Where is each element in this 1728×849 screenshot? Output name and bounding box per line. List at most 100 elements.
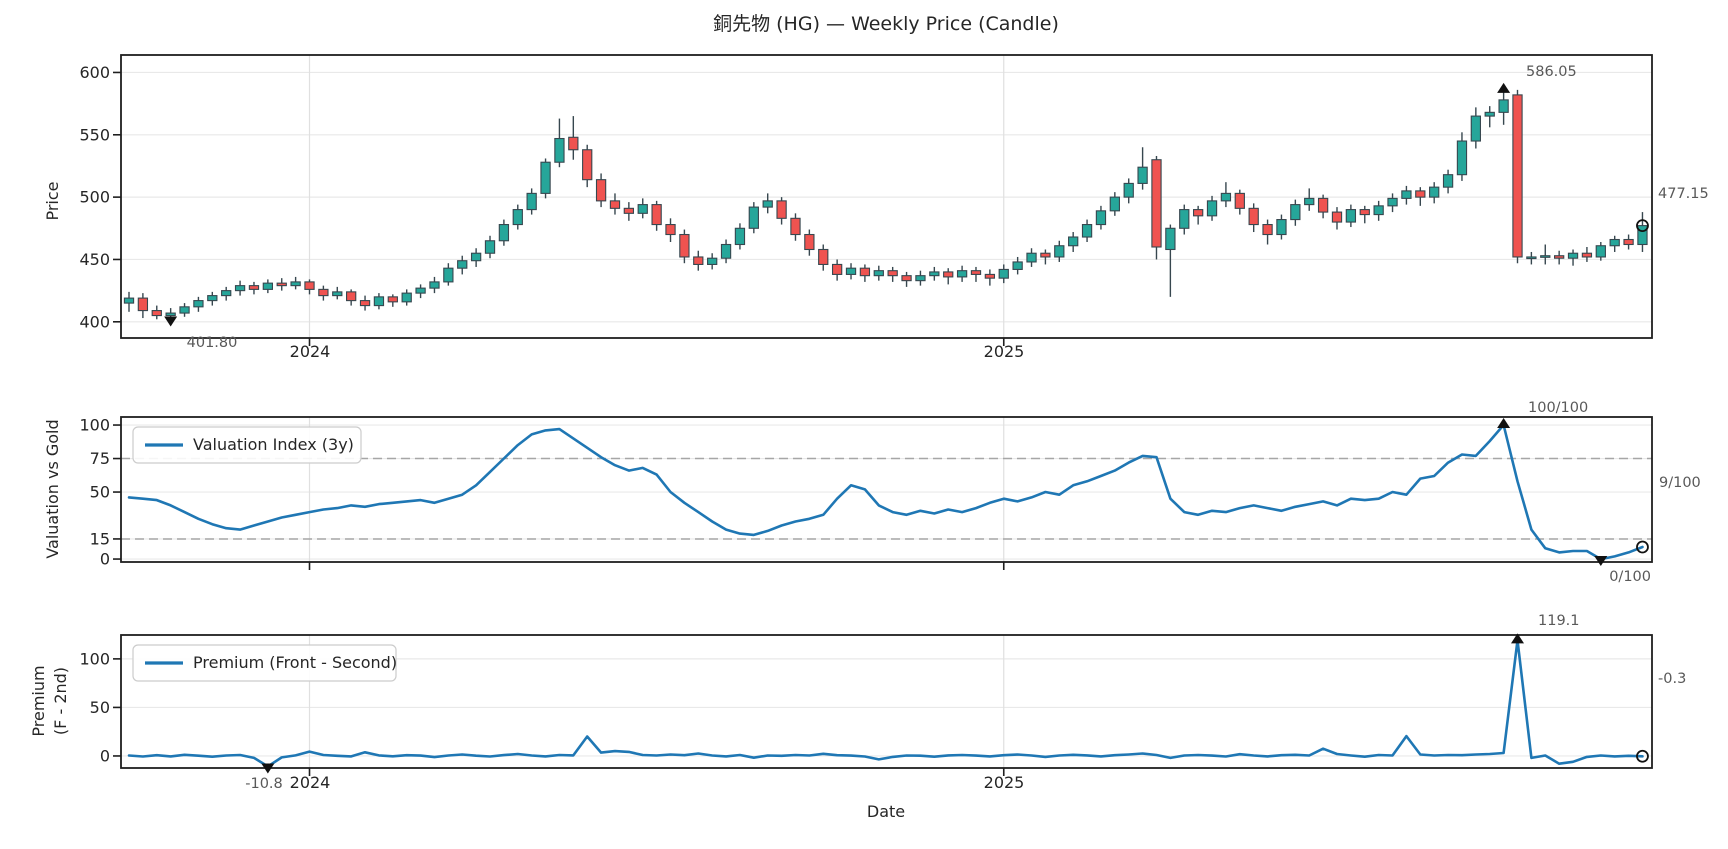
candle-body <box>1609 238 1620 247</box>
last-value-marker <box>1636 749 1649 763</box>
candle-body <box>1151 159 1162 248</box>
candle-body <box>790 217 801 236</box>
candle-body <box>248 285 260 290</box>
candle-body <box>1054 245 1065 258</box>
candle-body <box>915 275 926 282</box>
candle-body <box>415 287 426 294</box>
candle-body <box>970 270 982 275</box>
candle-body <box>831 263 843 275</box>
candle-body <box>748 206 759 229</box>
xtick-2025-premium: 2025 <box>984 773 1025 792</box>
candle-body <box>318 288 329 297</box>
candle-body <box>1165 227 1176 251</box>
low-marker-triangle <box>164 316 178 327</box>
candle-body <box>929 271 940 277</box>
last-value-marker <box>1636 540 1649 554</box>
xtick-2024-price: 2024 <box>290 342 331 361</box>
y-tick-label: 100 <box>79 416 110 435</box>
candle-body <box>859 267 871 277</box>
candle-body <box>1234 192 1245 209</box>
candle-body <box>1595 245 1606 258</box>
candle-body <box>998 268 1009 279</box>
y-tick-label: 450 <box>79 250 110 269</box>
series-line <box>127 423 1644 561</box>
candle-body <box>1415 190 1426 198</box>
xtick-2025-price: 2025 <box>984 342 1025 361</box>
candle-body <box>609 200 621 209</box>
candle-body <box>346 291 357 302</box>
candle-body <box>665 224 676 236</box>
candle-body <box>290 281 301 287</box>
candle-body <box>1123 182 1134 198</box>
candle-body <box>165 312 176 317</box>
candle-body <box>1456 140 1468 176</box>
candle-body <box>845 267 857 275</box>
premium-legend-box <box>132 644 397 682</box>
candle-body <box>123 297 135 304</box>
candle-body <box>526 192 537 211</box>
candle-body <box>1387 197 1398 207</box>
candle-body <box>1359 209 1370 216</box>
candle-body <box>1581 252 1593 258</box>
premium-low-annotation: -10.8 <box>245 776 283 792</box>
candle-body <box>1484 111 1495 117</box>
valuation-high-annotation: 100/100 <box>1528 400 1588 416</box>
y-tick-label: 100 <box>79 649 110 668</box>
candle-body <box>1429 186 1440 198</box>
candle-body <box>193 300 204 308</box>
candle-body <box>1040 252 1051 258</box>
candle-body <box>1290 204 1301 221</box>
candle-body <box>443 267 454 283</box>
series-line <box>127 638 1644 768</box>
y-tick-label: 50 <box>90 483 110 502</box>
price-last-annotation: 477.15 <box>1658 186 1709 202</box>
candle-body <box>943 271 954 278</box>
y-tick-label: 600 <box>79 63 110 82</box>
candle-body <box>1331 211 1343 223</box>
candle-body <box>1026 252 1037 263</box>
premium-last-annotation: -0.3 <box>1658 671 1686 687</box>
candle-body <box>207 295 218 302</box>
low-marker-triangle <box>1594 556 1608 567</box>
candle-body <box>693 256 704 265</box>
candle-body <box>540 161 551 194</box>
candle-body <box>637 204 648 214</box>
candle-body <box>1526 256 1537 260</box>
y-tick-label: 550 <box>79 125 110 144</box>
premium-high-annotation: 119.1 <box>1538 613 1580 629</box>
candle-body <box>457 260 468 269</box>
premium-axis-label-line1: Premium <box>29 665 48 736</box>
candle-body <box>595 179 607 202</box>
candle-body <box>1081 224 1093 238</box>
candle-body <box>1137 166 1148 184</box>
markers-layer <box>164 82 1649 774</box>
candle-body <box>387 296 398 303</box>
y-tick-label: 400 <box>79 312 110 331</box>
candle-body <box>1248 207 1259 226</box>
candle-body <box>1401 190 1412 199</box>
candle-body <box>359 300 371 307</box>
candle-body <box>1442 174 1454 188</box>
valuation-legend-label: Valuation Index (3y) <box>193 435 354 454</box>
candle-body <box>582 149 593 181</box>
panel-spine <box>120 416 1653 563</box>
date-axis-label: Date <box>867 802 905 821</box>
candle-body <box>498 224 510 242</box>
candle-body <box>873 270 884 277</box>
candle-body <box>1567 252 1579 259</box>
candle-body <box>776 200 787 219</box>
candle-body <box>332 291 343 297</box>
valuation-legend-box <box>132 426 362 464</box>
candle-body <box>234 285 246 292</box>
candle-body <box>818 248 829 265</box>
candle-body <box>1095 210 1107 226</box>
candle-body <box>568 136 579 151</box>
candle-body <box>887 270 898 277</box>
y-tick-label: 15 <box>90 529 110 548</box>
ticks-layer: 400 450 500 550 600 0 15 50 75 100 0 50 100 <box>79 63 1005 776</box>
y-tick-label: 0 <box>100 746 110 765</box>
candle-body <box>1179 209 1190 229</box>
candle-body <box>151 310 162 317</box>
candle-body <box>1637 225 1648 246</box>
